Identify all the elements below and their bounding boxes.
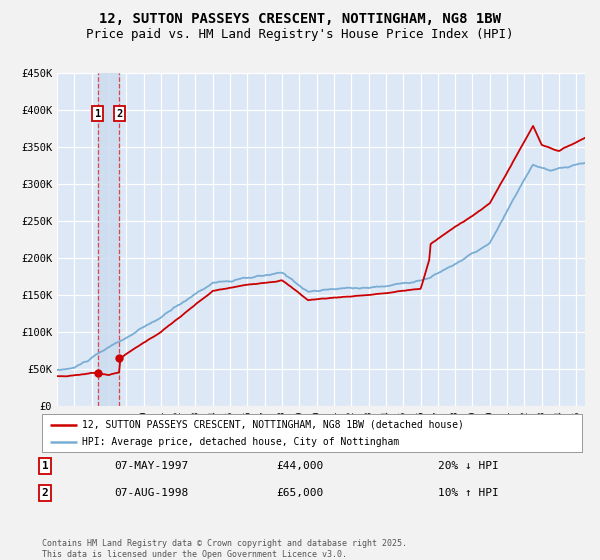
Text: Contains HM Land Registry data © Crown copyright and database right 2025.
This d: Contains HM Land Registry data © Crown c… <box>42 539 407 559</box>
Text: 2: 2 <box>41 488 49 498</box>
Text: HPI: Average price, detached house, City of Nottingham: HPI: Average price, detached house, City… <box>83 437 400 447</box>
Text: 1: 1 <box>95 109 101 119</box>
Text: 10% ↑ HPI: 10% ↑ HPI <box>438 488 499 498</box>
Text: £65,000: £65,000 <box>277 488 323 498</box>
Text: 12, SUTTON PASSEYS CRESCENT, NOTTINGHAM, NG8 1BW (detached house): 12, SUTTON PASSEYS CRESCENT, NOTTINGHAM,… <box>83 419 464 430</box>
Text: 12, SUTTON PASSEYS CRESCENT, NOTTINGHAM, NG8 1BW: 12, SUTTON PASSEYS CRESCENT, NOTTINGHAM,… <box>99 12 501 26</box>
Text: 1: 1 <box>41 461 49 471</box>
Text: £44,000: £44,000 <box>277 461 323 471</box>
Text: 07-MAY-1997: 07-MAY-1997 <box>114 461 188 471</box>
Text: 07-AUG-1998: 07-AUG-1998 <box>114 488 188 498</box>
Bar <box>98 73 119 406</box>
Text: Price paid vs. HM Land Registry's House Price Index (HPI): Price paid vs. HM Land Registry's House … <box>86 28 514 41</box>
Text: 20% ↓ HPI: 20% ↓ HPI <box>438 461 499 471</box>
Text: 2: 2 <box>116 109 122 119</box>
